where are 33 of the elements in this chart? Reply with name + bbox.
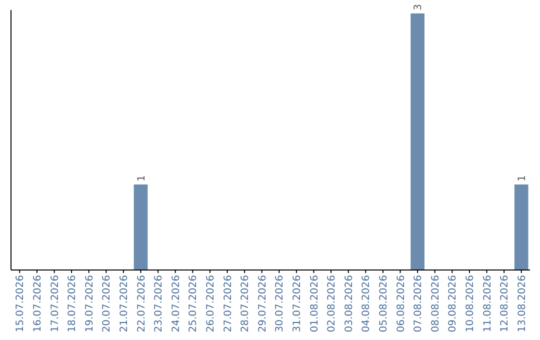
x-tick-label: 29.07.2026 (257, 275, 268, 332)
x-tick-label: 24.07.2026 (170, 275, 182, 332)
x-tick-label: 20.07.2026 (102, 275, 113, 332)
x-tick-label: 21.07.2026 (118, 275, 130, 332)
x-tick-label: 22.07.2026 (136, 275, 148, 332)
x-tick-label: 27.07.2026 (222, 275, 234, 332)
x-tick-label: 02.08.2026 (326, 275, 338, 332)
x-tick-label: 31.07.2026 (292, 275, 303, 332)
x-tick-label: 17.07.2026 (50, 275, 61, 332)
x-tick-label: 13.08.2026 (516, 275, 528, 332)
x-tick-label: 28.07.2026 (240, 275, 252, 332)
x-tick-label: 19.07.2026 (84, 275, 96, 332)
x-tick-label: 11.08.2026 (482, 275, 494, 332)
x-tick-label: 04.08.2026 (361, 275, 372, 332)
x-tick-label: 30.07.2026 (274, 275, 286, 332)
x-tick-label: 12.08.2026 (500, 275, 511, 332)
x-tick-label: 25.07.2026 (188, 275, 200, 332)
x-tick-label: 05.08.2026 (378, 275, 390, 332)
x-tick-label: 18.07.2026 (67, 275, 78, 332)
x-tick-label: 08.08.2026 (430, 275, 442, 332)
x-tick-label: 16.07.2026 (32, 275, 44, 332)
x-tick-label: 03.08.2026 (344, 275, 355, 332)
x-tick-label: 23.07.2026 (154, 275, 165, 332)
x-tick-label: 07.08.2026 (413, 275, 424, 332)
x-tick-label: 15.07.2026 (15, 275, 26, 332)
data-label: 1 (136, 175, 148, 182)
x-tick-label: 09.08.2026 (448, 275, 459, 332)
x-tick-label: 01.08.2026 (309, 275, 320, 332)
data-label: 3 (413, 4, 424, 10)
x-tick-label: 06.08.2026 (396, 275, 407, 332)
data-label: 1 (516, 175, 528, 182)
x-tick-label: 10.08.2026 (464, 275, 476, 332)
x-tick-label: 26.07.2026 (205, 275, 216, 332)
